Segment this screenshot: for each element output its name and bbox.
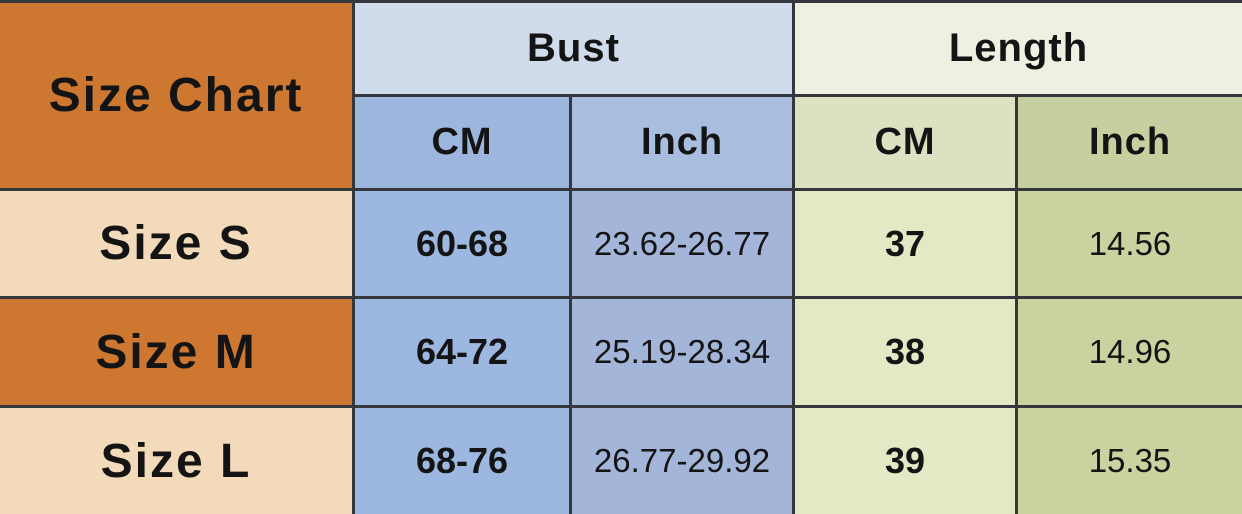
size-s-bust-inch-cell: 23.62-26.77 <box>572 191 792 296</box>
size-m-length-inch-cell: 14.96 <box>1018 299 1242 405</box>
size-s-bust-cm-cell: 60-68 <box>355 191 569 296</box>
size-s-length-inch-cell: 14.56 <box>1018 191 1242 296</box>
size-l-bust-cm-cell: 68-76 <box>355 408 569 514</box>
size-chart-title-cell: Size Chart <box>0 3 352 188</box>
size-m-bust-cm-cell: 64-72 <box>355 299 569 405</box>
size-l-bust-inch-cell: 26.77-29.92 <box>572 408 792 514</box>
size-l-length-cm-cell: 39 <box>795 408 1015 514</box>
length-cm-column-header: CM <box>795 97 1015 188</box>
bust-cm-column-header: CM <box>355 97 569 188</box>
length-inch-column-header: Inch <box>1018 97 1242 188</box>
length-group-header: Length <box>795 3 1242 94</box>
size-m-length-cm-cell: 38 <box>795 299 1015 405</box>
bust-group-header: Bust <box>355 3 792 94</box>
size-m-bust-inch-cell: 25.19-28.34 <box>572 299 792 405</box>
row-label-size-l: Size L <box>0 408 352 514</box>
row-label-size-s: Size S <box>0 191 352 296</box>
row-label-size-m: Size M <box>0 299 352 405</box>
size-s-length-cm-cell: 37 <box>795 191 1015 296</box>
size-l-length-inch-cell: 15.35 <box>1018 408 1242 514</box>
bust-inch-column-header: Inch <box>572 97 792 188</box>
